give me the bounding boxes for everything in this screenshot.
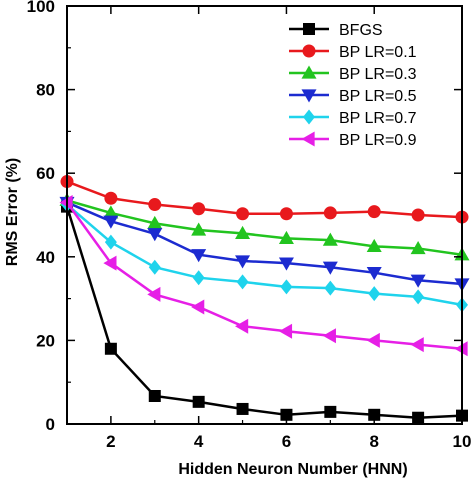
data-point (191, 222, 207, 236)
data-point (412, 289, 425, 305)
data-point (280, 408, 293, 421)
data-point (236, 274, 249, 290)
data-point (412, 411, 425, 424)
legend-label: BP LR=0.7 (339, 110, 417, 127)
y-tick-label: 40 (36, 248, 55, 267)
data-point (368, 408, 381, 421)
legend-label: BP LR=0.5 (339, 88, 417, 105)
legend-label: BP LR=0.3 (339, 66, 417, 83)
series-line (66, 180, 463, 219)
data-point (104, 191, 118, 205)
data-point (236, 402, 249, 415)
data-point (366, 332, 380, 348)
series-line (65, 206, 463, 419)
series-5 (61, 197, 468, 313)
data-point (148, 389, 161, 402)
legend-label: BP LR=0.9 (339, 132, 417, 149)
legend-entry: BP LR=0.5 (289, 88, 417, 105)
data-point (324, 280, 337, 296)
data-point (192, 202, 206, 216)
data-point (192, 395, 205, 408)
x-tick-label: 2 (106, 432, 115, 451)
legend-label: BP LR=0.1 (339, 44, 417, 61)
y-tick-label: 100 (27, 0, 55, 16)
legend: BFGS BP LR=0.1 BP LR=0.3 BP LR=0.5 BP LR=0.7… (289, 22, 417, 149)
legend-marker (301, 89, 317, 103)
data-point (147, 215, 163, 229)
series-3 (59, 192, 470, 261)
data-point (104, 234, 117, 250)
data-point (324, 405, 337, 418)
x-tick-label: 6 (282, 432, 291, 451)
legend-label: BFGS (339, 22, 383, 39)
data-point (367, 205, 381, 219)
series-line (66, 203, 463, 307)
data-point (322, 328, 336, 344)
series-line (66, 199, 463, 256)
data-point (368, 286, 381, 302)
data-point (278, 257, 294, 271)
series-4 (59, 196, 470, 292)
legend-entry: BFGS (289, 22, 383, 39)
data-point (366, 238, 382, 252)
y-axis-label: RMS Error (%) (4, 158, 21, 266)
data-point (278, 230, 294, 245)
data-point (192, 270, 205, 286)
data-point (366, 267, 382, 281)
data-point (322, 261, 338, 275)
data-point (147, 286, 161, 302)
data-point (410, 274, 426, 288)
data-point (278, 323, 293, 339)
y-tick-label: 0 (46, 415, 55, 434)
data-point (235, 225, 251, 240)
y-tick-label: 20 (36, 331, 55, 350)
x-axis-label: Hidden Neuron Number (HNN) (178, 461, 407, 478)
data-point (103, 255, 117, 271)
data-point (148, 259, 161, 275)
data-point (236, 207, 250, 221)
data-point (280, 279, 293, 295)
y-tick-label: 60 (36, 164, 55, 183)
data-point (103, 205, 119, 219)
x-tick-label: 4 (194, 432, 204, 451)
data-point (323, 206, 337, 220)
data-point (104, 342, 117, 355)
data-point (191, 249, 207, 263)
data-point (191, 299, 205, 315)
series-line (65, 201, 463, 351)
y-tick-label: 80 (36, 81, 55, 100)
data-point (410, 337, 424, 353)
legend-entry: BP LR=0.1 (289, 44, 417, 61)
x-tick-label: 8 (369, 432, 378, 451)
plot-area (59, 175, 470, 424)
data-point (148, 198, 162, 212)
legend-entry: BP LR=0.3 (289, 65, 417, 83)
data-point (235, 318, 249, 334)
legend-marker (301, 65, 317, 79)
legend-marker (303, 109, 315, 125)
data-point (322, 232, 338, 246)
data-point (410, 240, 426, 255)
data-point (103, 215, 119, 229)
series-1 (61, 200, 468, 424)
legend-entry: BP LR=0.9 (289, 131, 417, 149)
x-tick-label: 10 (453, 432, 472, 451)
data-point (235, 255, 251, 269)
legend-marker (302, 44, 316, 58)
data-point (279, 207, 293, 221)
legend-marker (303, 23, 315, 35)
legend-marker (301, 131, 315, 147)
series-line (66, 201, 463, 286)
data-point (147, 228, 163, 242)
data-point (411, 208, 425, 222)
legend-entry: BP LR=0.7 (289, 109, 417, 127)
series-6 (59, 194, 468, 357)
